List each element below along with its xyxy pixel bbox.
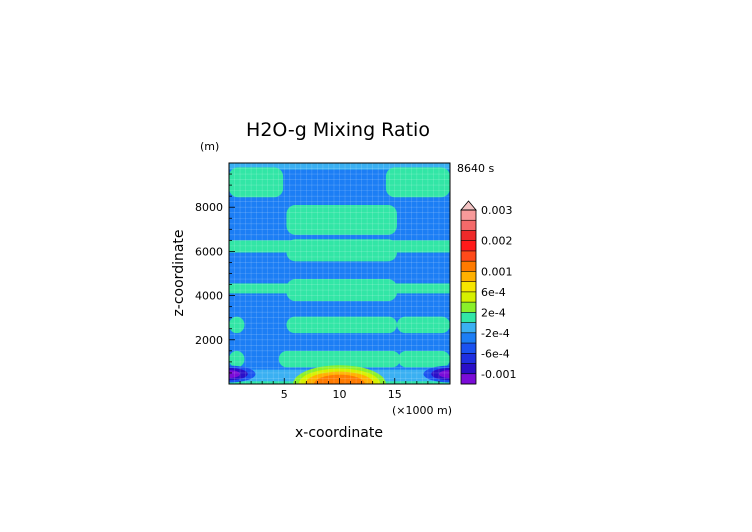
contour-region-26: [438, 370, 450, 379]
y-axis-ticks: 2000 4000 6000 8000: [195, 162, 235, 385]
grid-lines: [228, 162, 451, 385]
colorbar-band: [461, 322, 476, 333]
y-unit-label: (m): [200, 140, 219, 153]
field-background: [229, 163, 450, 384]
contour-region-16: [398, 350, 450, 368]
contour-plot-area: [229, 163, 450, 384]
time-label: 8640 s: [457, 162, 494, 175]
y-axis-label: z-coordinate: [171, 229, 187, 316]
y-tick-label: 8000: [195, 201, 223, 214]
colorbar-band: [461, 343, 476, 354]
colorbar-extend-arrow: [460, 200, 477, 211]
x-tick-label: 5: [281, 388, 288, 401]
y-tick-label: 6000: [195, 245, 223, 258]
contour-region-11: [286, 316, 397, 334]
contour-region-6: [286, 204, 397, 235]
x-axis-label: x-coordinate: [295, 425, 383, 441]
colorbar-label: 6e-4: [481, 286, 506, 299]
colorbar-band: [461, 230, 476, 241]
colorbar-label: -6e-4: [481, 347, 510, 360]
x-axis-ticks: 5 10 15: [228, 378, 451, 401]
colorbar-band: [461, 210, 476, 221]
colorbar-band: [461, 271, 476, 282]
contour-region-10: [286, 279, 397, 302]
colorbar: -0.001 -6e-4 -2e-4 2e-4 6e-4 0.001 0.002 0.003: [460, 200, 516, 385]
colorbar-band: [461, 312, 476, 323]
colorbar-band: [461, 373, 476, 384]
y-tick-label: 2000: [195, 334, 223, 347]
colorbar-label: -2e-4: [481, 327, 510, 340]
contour-region-4: [229, 167, 284, 198]
chart-title: H2O-g Mixing Ratio: [246, 119, 430, 141]
y-tick-label: 4000: [195, 290, 223, 303]
colorbar-band: [461, 291, 476, 303]
x-tick-label: 15: [388, 388, 402, 401]
colorbar-label: 0.001: [481, 265, 513, 278]
colorbar-label: 0.002: [481, 235, 513, 248]
colorbar-band: [461, 261, 476, 272]
contour-region-23: [229, 370, 241, 379]
colorbar-label: 0.003: [481, 204, 513, 217]
colorbar-band: [461, 220, 476, 231]
colorbar-frame: [460, 209, 477, 385]
contour-region-8: [286, 239, 397, 262]
colorbar-band: [461, 240, 476, 251]
colorbar-band: [461, 281, 476, 292]
x-tick-label: 10: [333, 388, 347, 401]
colorbar-band: [461, 353, 476, 364]
colorbar-band: [461, 250, 476, 262]
contour-region-14: [278, 350, 401, 368]
contour-region-12: [229, 316, 245, 334]
contour-region-5: [385, 167, 450, 198]
x-unit-label: (×1000 m): [392, 404, 452, 417]
colorbar-label: -0.001: [481, 368, 516, 381]
contour-region-13: [396, 316, 450, 334]
colorbar-band: [461, 332, 476, 344]
colorbar-label: 2e-4: [481, 306, 506, 319]
contour-region-15: [229, 350, 245, 368]
colorbar-band: [461, 302, 476, 313]
colorbar-band: [461, 363, 476, 374]
